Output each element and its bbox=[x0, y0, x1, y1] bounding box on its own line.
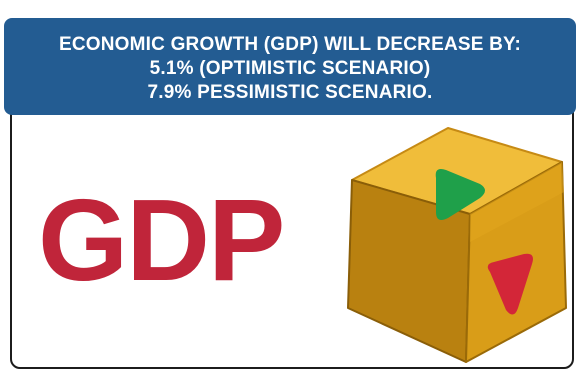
headline-banner: ECONOMIC GROWTH (GDP) WILL DECREASE BY: … bbox=[4, 18, 576, 115]
gdp-logo-text: GDP bbox=[38, 175, 285, 305]
green-triangle-icon bbox=[435, 169, 485, 220]
headline-line-2: 5.1% (OPTIMISTIC SCENARIO) bbox=[149, 57, 431, 79]
gdp-cube-icon bbox=[340, 122, 574, 368]
headline-line-3: 7.9% PESSIMISTIC SCENARIO. bbox=[147, 81, 433, 103]
red-triangle-icon bbox=[487, 253, 533, 315]
headline-line-1: ECONOMIC GROWTH (GDP) WILL DECREASE BY: bbox=[58, 33, 522, 55]
